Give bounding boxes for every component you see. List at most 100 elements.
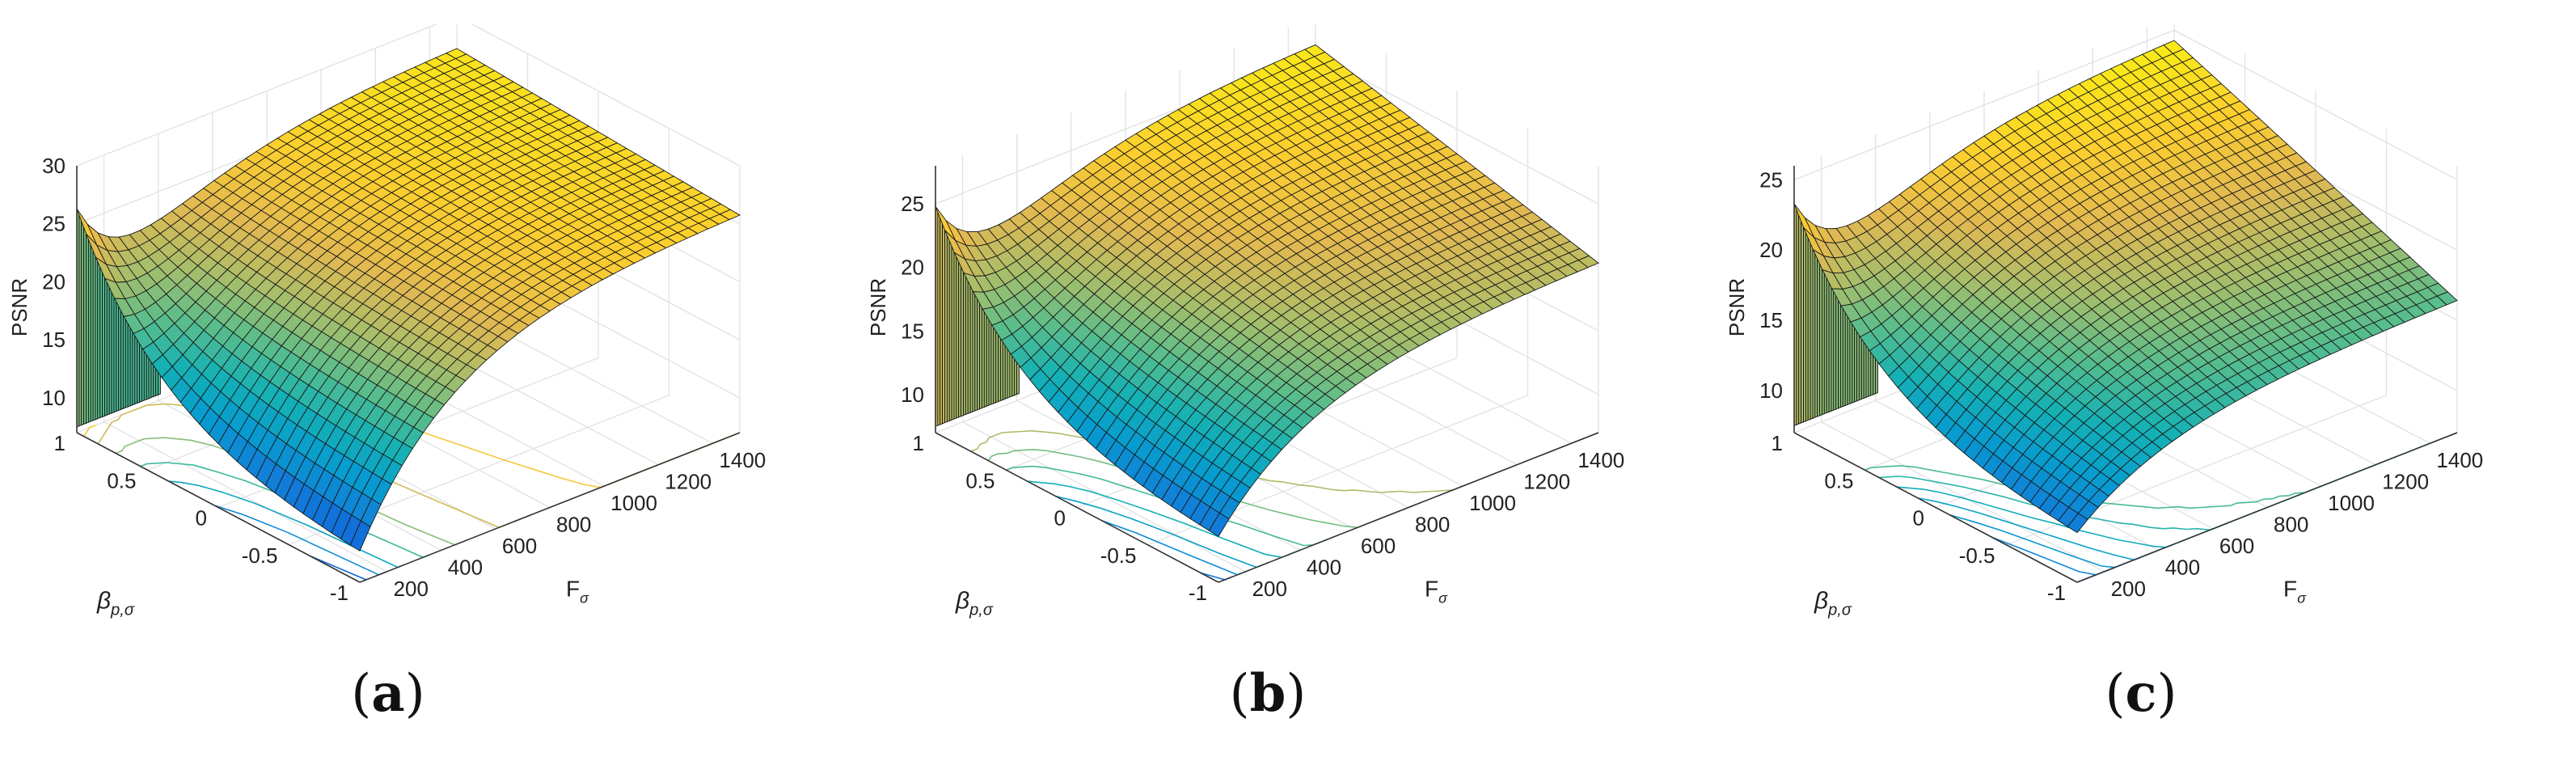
- z-tick-label: 15: [42, 328, 65, 352]
- tick-labels: 1015202530-1-0.500.512004006008001000120…: [42, 154, 766, 605]
- surface-facet: [349, 520, 371, 552]
- x-tick-label: 1400: [719, 448, 766, 472]
- z-axis-label: PSNR: [1725, 278, 1749, 336]
- x-tick-label: 800: [1415, 513, 1450, 537]
- y-tick-label: -1: [2047, 581, 2066, 605]
- z-tick-label: 15: [901, 319, 924, 343]
- contour-line: [168, 480, 405, 569]
- y-tick-label: 1: [913, 431, 924, 455]
- x-tick-label: 800: [2274, 513, 2308, 537]
- caption-a: (a): [351, 663, 425, 724]
- x-tick-label: 600: [2219, 534, 2254, 558]
- y-axis-label-sub: p,σ: [1827, 602, 1852, 619]
- z-tick-label: 10: [901, 383, 924, 407]
- x-tick-label: 600: [502, 534, 537, 558]
- y-axis-label-sub: p,σ: [110, 602, 135, 619]
- axis-labels: PSNR βp,σ Fσ: [7, 278, 589, 619]
- x-tick-label: 400: [2165, 555, 2200, 579]
- y-tick-label: 0.5: [1824, 468, 1853, 493]
- caption-a-label: a: [371, 663, 405, 724]
- tick-labels: 10152025-1-0.500.51200400600800100012001…: [1759, 167, 2483, 605]
- y-axis-label-base: β: [955, 588, 969, 615]
- y-tick-label: -1: [330, 581, 348, 605]
- x-axis-label: Fσ: [566, 577, 589, 607]
- x-tick-label: 200: [1252, 577, 1287, 601]
- surface-plot-a-svg: 1015202530-1-0.500.512004006008001000120…: [7, 24, 766, 619]
- caption-c-label: c: [2125, 663, 2157, 724]
- surface-plot-b: 10 15 20 25 -1 -0.5 0 0.5 1 200 400 600 800 1000 1200 1…: [859, 24, 1717, 639]
- x-tick-label: 1200: [2382, 470, 2429, 494]
- contour-line: [310, 555, 367, 581]
- x-tick-label: 1400: [2436, 448, 2483, 472]
- z-tick-label: 20: [1759, 238, 1783, 262]
- y-tick-label: 0: [1913, 506, 1924, 531]
- caption-b-label: b: [1249, 663, 1286, 724]
- z-tick-label: 25: [901, 192, 924, 216]
- x-tick-label: 800: [556, 513, 591, 537]
- x-tick-label: 1200: [665, 470, 712, 494]
- grid-line-z-right: [471, 24, 741, 167]
- y-tick-label: 0: [1054, 506, 1066, 531]
- y-axis-line: [1793, 432, 2078, 583]
- x-tick-label: 1400: [1577, 448, 1624, 472]
- z-axis-label: PSNR: [866, 278, 890, 336]
- y-axis-label-sub: p,σ: [969, 602, 994, 619]
- x-axis-label-sub: σ: [1438, 590, 1448, 607]
- psnr-surface: [935, 44, 1599, 538]
- x-tick-label: 200: [2111, 577, 2146, 601]
- caption-c: (c): [2105, 663, 2177, 724]
- surface-facet: [2067, 513, 2088, 534]
- y-tick-label: -0.5: [242, 543, 278, 568]
- z-tick-label: 10: [42, 386, 65, 410]
- y-tick-label: 0.5: [107, 468, 136, 493]
- y-axis-label-base: β: [1814, 588, 1828, 615]
- x-tick-label: 1000: [2328, 491, 2375, 515]
- x-axis-label-sub: σ: [580, 590, 589, 607]
- y-tick-label: -0.5: [1959, 543, 1995, 568]
- surface-plot-b-svg: 10152025-1-0.500.51200400600800100012001…: [866, 24, 1624, 619]
- x-tick-label: 1200: [1523, 470, 1570, 494]
- x-axis-line: [359, 432, 741, 583]
- axis-labels: PSNR βp,σ Fσ: [1725, 278, 2307, 619]
- axis-lines: [935, 166, 1599, 583]
- axis-lines: [1793, 166, 2458, 583]
- y-tick-label: 0: [196, 506, 207, 531]
- surface-facet: [1208, 512, 1230, 538]
- y-axis-label: βp,σ: [96, 588, 135, 619]
- x-tick-label: 400: [448, 555, 483, 579]
- y-axis-line: [935, 432, 1219, 583]
- x-axis-label: Fσ: [1425, 577, 1448, 607]
- y-axis-label: βp,σ: [955, 588, 994, 619]
- z-tick-label: 15: [1759, 308, 1783, 332]
- y-axis-label-base: β: [96, 588, 111, 615]
- axis-labels: PSNR βp,σ Fσ: [866, 278, 1448, 619]
- grid-line-z-right: [1315, 53, 1599, 205]
- psnr-surface: [1793, 40, 2458, 534]
- x-axis-label: Fσ: [2283, 577, 2307, 607]
- y-tick-label: 0.5: [965, 468, 995, 493]
- surface-plot-c-svg: 10152025-1-0.500.51200400600800100012001…: [1725, 24, 2483, 619]
- contour-line: [115, 437, 468, 546]
- caption-b: (b): [1229, 663, 1307, 724]
- psnr-surface: [76, 48, 741, 552]
- x-tick-label: 400: [1307, 555, 1341, 579]
- x-axis-label-base: F: [1425, 577, 1438, 602]
- y-tick-label: -0.5: [1100, 543, 1137, 568]
- x-tick-label: 600: [1361, 534, 1396, 558]
- y-axis-line: [76, 432, 361, 583]
- x-tick-label: 1000: [1469, 491, 1516, 515]
- z-tick-label: 20: [42, 269, 65, 294]
- x-axis-line: [2076, 432, 2458, 583]
- x-axis-label-base: F: [2283, 577, 2297, 602]
- y-tick-label: 1: [1772, 431, 1783, 455]
- z-tick-label: 10: [1759, 378, 1783, 403]
- surface-plot-c: 10 15 20 25 -1 -0.5 0 0.5 1 200 400 600 800 1000 1200 1…: [1717, 24, 2576, 639]
- x-tick-label: 200: [394, 577, 429, 601]
- y-axis-label: βp,σ: [1814, 588, 1852, 619]
- x-axis-label-base: F: [566, 577, 580, 602]
- y-tick-label: 1: [54, 431, 65, 455]
- z-tick-label: 20: [901, 256, 924, 280]
- x-axis-label-sub: σ: [2297, 590, 2307, 607]
- z-tick-label: 30: [42, 154, 65, 178]
